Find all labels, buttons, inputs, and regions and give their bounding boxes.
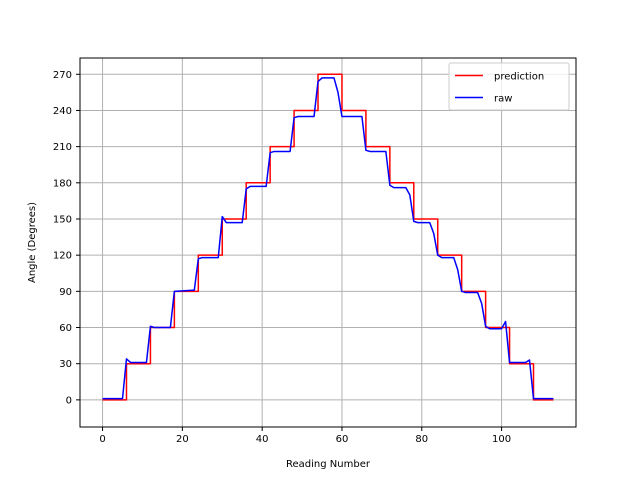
legend-label-raw: raw [494,94,512,105]
series-layer [102,73,554,401]
y-tick-label: 60 [59,323,72,334]
x-tick-label: 100 [492,434,511,445]
axis-ticks: 0 20 40 60 80 100 0 30 60 90 120 150 180 210 240 270 [53,70,511,445]
legend: prediction raw [448,62,570,111]
y-tick-label: 180 [53,178,72,189]
x-tick-label: 60 [336,434,349,445]
y-tick-label: 270 [53,70,72,81]
legend-label-prediction: prediction [494,72,544,83]
y-tick-label: 90 [59,287,72,298]
y-tick-label: 210 [53,142,72,153]
y-tick-label: 30 [59,359,72,370]
x-axis-label: Reading Number [286,459,371,470]
x-tick-label: 80 [415,434,428,445]
x-tick-label: 20 [176,434,189,445]
plot-area [80,58,576,427]
y-tick-label: 0 [66,395,72,406]
series-line-raw [102,77,554,400]
y-tick-label: 150 [53,214,72,225]
y-tick-label: 240 [53,106,72,117]
plot-frame [79,57,577,428]
y-tick-label: 120 [53,251,72,262]
x-tick-label: 40 [256,434,269,445]
y-axis-label: Angle (Degrees) [27,202,38,283]
x-tick-label: 0 [99,434,105,445]
